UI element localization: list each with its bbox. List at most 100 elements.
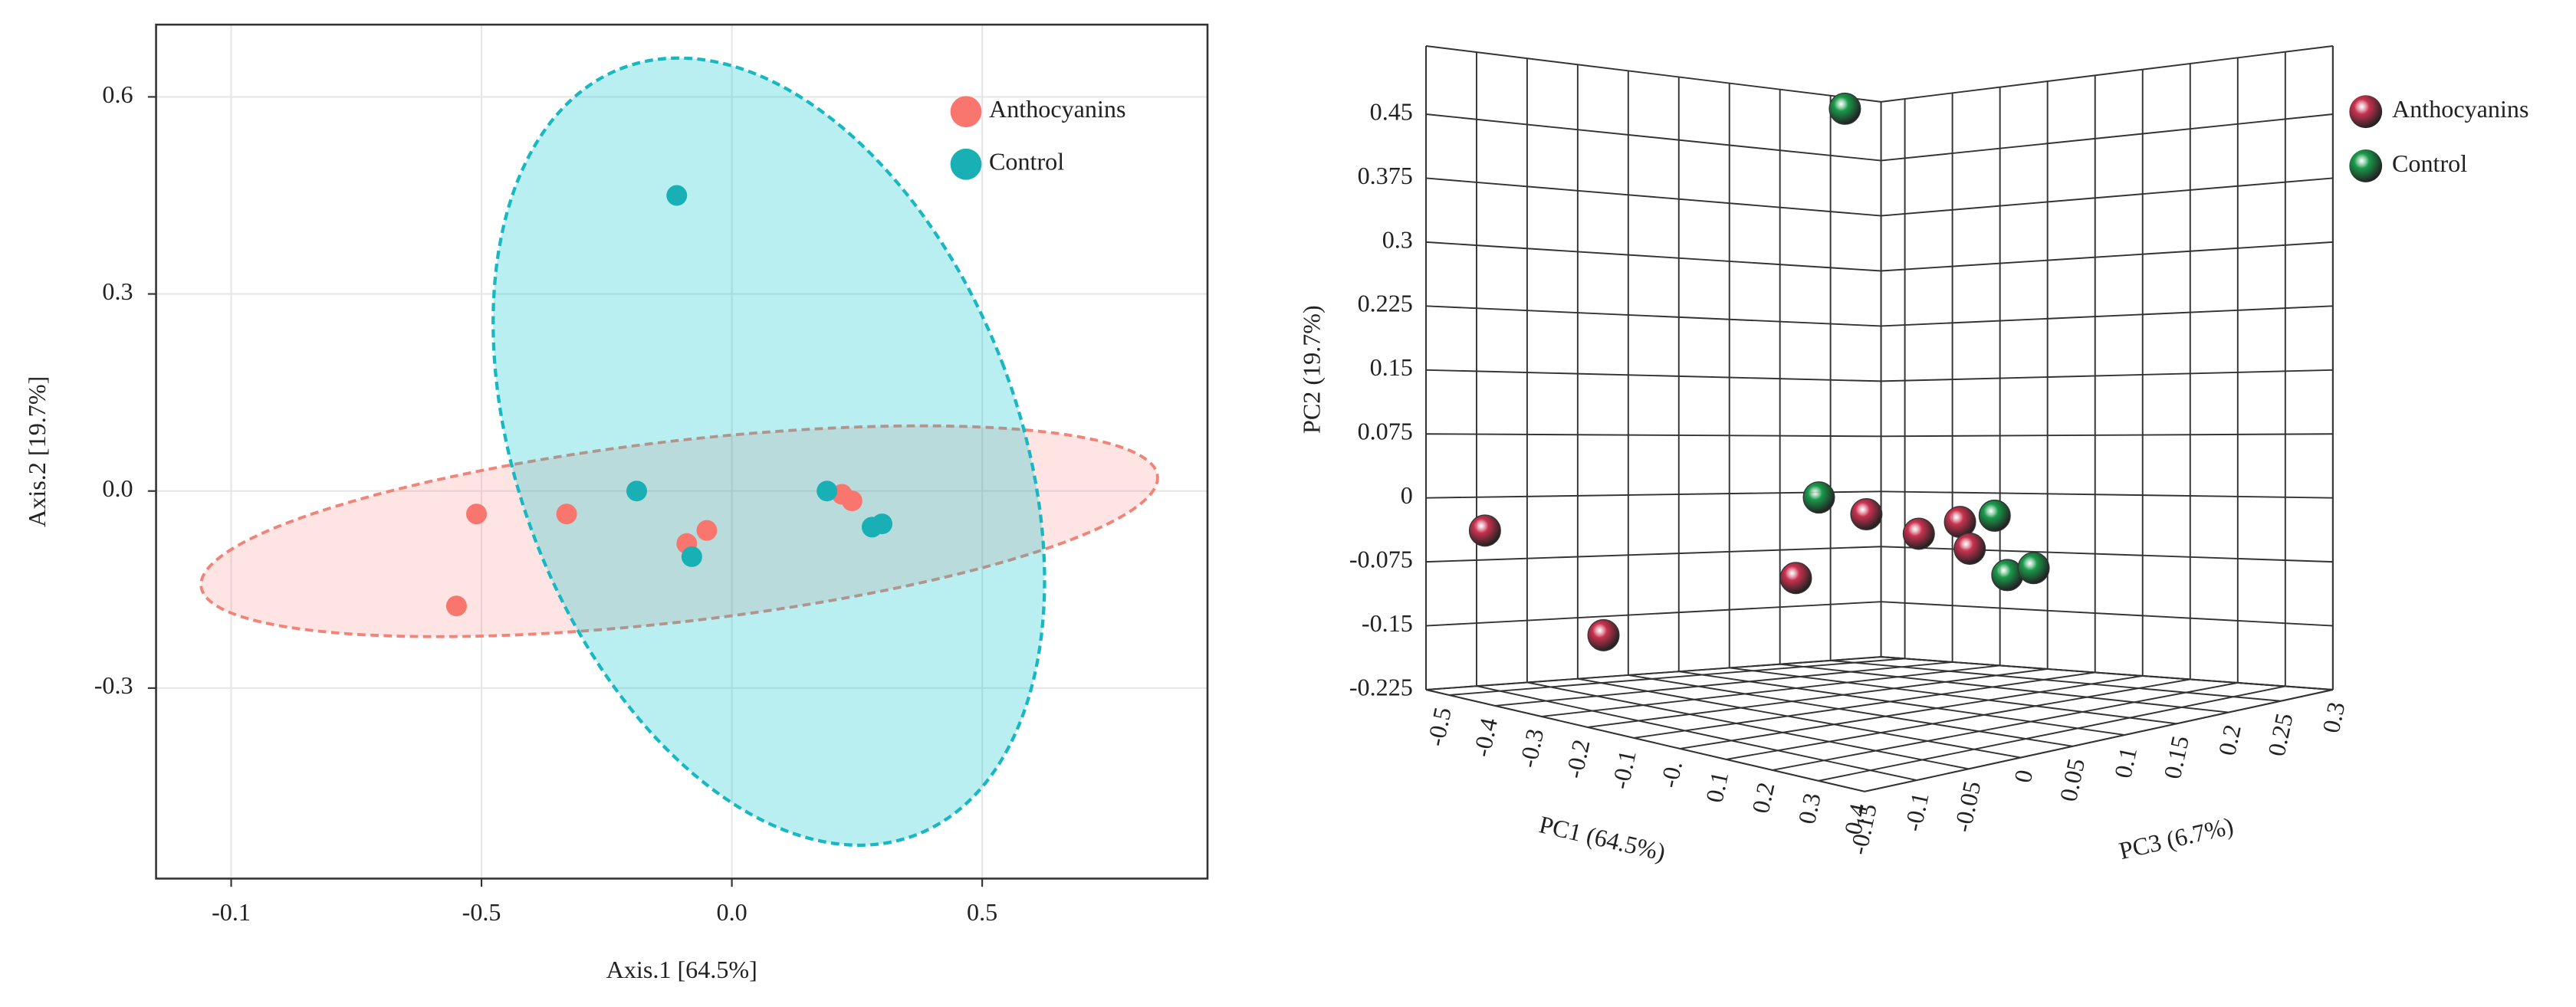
grid-line bbox=[1577, 677, 2021, 759]
grid-line bbox=[1881, 369, 2333, 382]
z-tick-label: 0.1 bbox=[2108, 745, 2142, 781]
legend-label: Anthocyanins bbox=[2392, 95, 2528, 123]
confidence-ellipse bbox=[491, 56, 1046, 848]
grid-line bbox=[1680, 675, 2143, 750]
grid-line bbox=[1881, 656, 2333, 690]
grid-line bbox=[1425, 241, 1881, 272]
grid-line bbox=[1881, 241, 2333, 272]
z-axis-label: PC3 (6.7%) bbox=[2117, 812, 2236, 864]
grid-line bbox=[1541, 664, 2000, 717]
x-axis-label: PC1 (64.5%) bbox=[1536, 810, 1668, 866]
x-tick-label: 0.1 bbox=[1700, 769, 1734, 805]
x-tick-label: -0.2 bbox=[1560, 737, 1595, 781]
y-tick-label: -0.3 bbox=[94, 671, 133, 699]
grid-line bbox=[1425, 113, 1881, 162]
grid-line bbox=[1425, 369, 1881, 382]
grid-line bbox=[1818, 685, 2286, 782]
point bbox=[696, 520, 718, 541]
x-tick-label: 0.0 bbox=[717, 898, 748, 926]
grid-line bbox=[1881, 433, 2333, 438]
y-tick-label: -0.15 bbox=[1362, 609, 1413, 637]
point bbox=[1829, 92, 1861, 125]
point bbox=[872, 513, 893, 535]
grid-line bbox=[1881, 601, 2333, 627]
grid-line bbox=[1587, 668, 2048, 728]
grid-line bbox=[1425, 656, 1881, 690]
legend-marker bbox=[950, 96, 982, 128]
y-tick-label: 0.3 bbox=[1382, 225, 1413, 253]
point bbox=[1802, 481, 1835, 514]
x-tick-label: 0.4 bbox=[1838, 802, 1872, 838]
grid-line bbox=[1526, 681, 1970, 770]
z-tick-label: -0.05 bbox=[1948, 779, 1986, 835]
point bbox=[1902, 517, 1935, 550]
y-tick-label: 0.075 bbox=[1358, 418, 1413, 445]
y-tick-label: 0.15 bbox=[1370, 353, 1413, 381]
plot-border bbox=[155, 23, 1209, 880]
x-tick-label: -0. bbox=[1655, 759, 1687, 791]
x-tick-label: -0.1 bbox=[212, 898, 251, 926]
point bbox=[1953, 532, 1986, 565]
point bbox=[556, 504, 577, 525]
grid-line bbox=[1881, 490, 2333, 499]
grid-line bbox=[1425, 177, 1881, 217]
x-tick-label: 0.2 bbox=[1746, 780, 1780, 816]
grid-line bbox=[1425, 546, 1881, 563]
point bbox=[1468, 514, 1501, 547]
point bbox=[1779, 562, 1812, 595]
x-tick-label: -0.5 bbox=[1421, 705, 1457, 749]
confidence-ellipse bbox=[199, 424, 1159, 638]
plot-background bbox=[156, 25, 1208, 879]
grid-line bbox=[1881, 305, 2333, 327]
grid-line bbox=[1449, 658, 1905, 696]
grid-line bbox=[1628, 674, 2073, 747]
z-tick-label: 0 bbox=[2009, 767, 2039, 785]
y-tick-label: 0.225 bbox=[1358, 290, 1413, 317]
legend-label: Anthocyanins bbox=[989, 95, 1125, 123]
right-panel: -0.225 -0.15 -0.075 0 0.075 0.15 0.225 0.3 0.375… bbox=[1298, 45, 2528, 866]
grid-line bbox=[1864, 689, 2334, 792]
y-tick-label: -0.075 bbox=[1349, 545, 1413, 572]
z-tick-label: 0.3 bbox=[2317, 700, 2351, 736]
point bbox=[666, 185, 688, 206]
point bbox=[1978, 499, 2011, 532]
point bbox=[816, 481, 838, 502]
x-tick-label: 0.5 bbox=[967, 898, 997, 926]
grid-line bbox=[1633, 671, 2095, 739]
grid-line bbox=[1881, 177, 2333, 217]
grid-line bbox=[1772, 682, 2238, 771]
x-tick-label: 0.3 bbox=[1792, 791, 1826, 827]
grid-line bbox=[1779, 663, 2229, 713]
point bbox=[681, 546, 702, 567]
y-tick-label: 0.375 bbox=[1358, 162, 1413, 189]
point bbox=[841, 490, 863, 512]
left-panel: Axis.1 [64.5%] Axis.2 [19.7%] -0.1 -0.5 0.… bbox=[23, 23, 1209, 983]
y-axis-label: PC2 (19.7%) bbox=[1298, 305, 1326, 434]
x-tick-label: -0.5 bbox=[462, 898, 501, 926]
x-axis-label: Axis.1 [64.5%] bbox=[606, 956, 757, 983]
grid-line bbox=[1425, 433, 1881, 438]
y-tick-label: -0.225 bbox=[1349, 673, 1413, 700]
z-tick-label: 0.15 bbox=[2158, 733, 2194, 781]
y-tick-label: 0.45 bbox=[1370, 97, 1413, 125]
grid-line bbox=[1881, 546, 2333, 563]
grid-line bbox=[1425, 305, 1881, 327]
z-tick-label: 0.25 bbox=[2262, 710, 2298, 758]
axis-frame bbox=[1425, 45, 1881, 103]
grid-line bbox=[1476, 685, 1917, 782]
grid-line bbox=[1729, 667, 2177, 725]
y-tick-label: 0.6 bbox=[102, 80, 133, 108]
grid-line bbox=[1495, 661, 1953, 707]
legend-label: Control bbox=[989, 148, 1064, 175]
grid-line bbox=[1881, 113, 2333, 162]
y-tick-label: 0.3 bbox=[102, 277, 133, 305]
z-tick-label: -0.1 bbox=[1899, 790, 1934, 834]
y-axis-label: Axis.2 [19.7%] bbox=[23, 376, 51, 527]
point bbox=[2017, 552, 2050, 585]
point bbox=[445, 595, 467, 617]
legend-marker bbox=[2349, 95, 2383, 129]
point bbox=[1850, 497, 1883, 530]
y-tick-label: 0 bbox=[1401, 481, 1413, 509]
